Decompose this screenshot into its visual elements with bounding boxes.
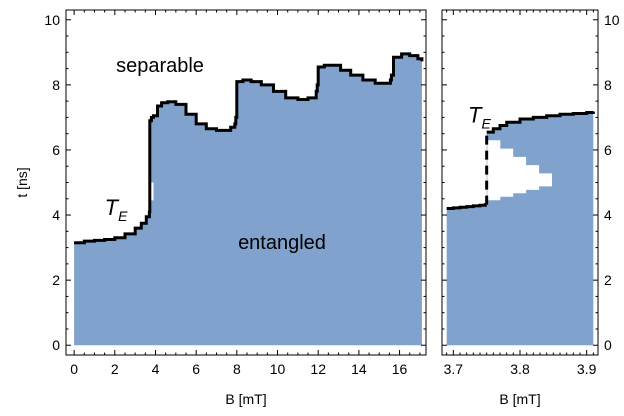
left-te-subscript: E xyxy=(118,208,128,224)
x-tick-label: 3.9 xyxy=(577,361,597,377)
right-te-subscript: E xyxy=(481,115,491,131)
x-tick-label: 16 xyxy=(392,361,408,377)
x-axis-label-left: B [mT] xyxy=(225,391,266,407)
y-axis-label: t [ns] xyxy=(14,167,30,197)
y-tick-label: 10 xyxy=(44,12,60,28)
entangled-region xyxy=(74,53,422,346)
panel-right: 3.7 3.8 3.9 0 2 4 6 8 10 B [mT] TE xyxy=(441,9,620,407)
entanglement-boundary xyxy=(74,52,424,245)
y-tick-label: 8 xyxy=(52,77,60,93)
x-tick-label: 2 xyxy=(111,361,119,377)
y-tick-label: 6 xyxy=(52,142,60,158)
x-tick-label: 12 xyxy=(310,361,326,377)
y-tick-label-right: 2 xyxy=(604,272,612,288)
y-tick-label: 0 xyxy=(52,337,60,353)
boundary-lower xyxy=(446,203,487,210)
y-tick-label-right: 0 xyxy=(604,337,612,353)
separable-label: separable xyxy=(116,55,204,77)
left-te-label: TE xyxy=(105,195,128,224)
y-tick-label-right: 10 xyxy=(604,12,620,28)
y-tick-label: 2 xyxy=(52,272,60,288)
y-tick-label-right: 4 xyxy=(604,207,612,223)
y-tick-label-right: 8 xyxy=(604,77,612,93)
x-tick-label: 14 xyxy=(351,361,367,377)
y-tick-label: 4 xyxy=(52,207,60,223)
separable-gap xyxy=(487,132,552,204)
x-tick-label: 3.7 xyxy=(444,361,464,377)
x-axis-label-right: B [mT] xyxy=(499,391,540,407)
x-tick-label: 6 xyxy=(192,361,200,377)
x-tick-label: 10 xyxy=(270,361,286,377)
x-tick-label: 8 xyxy=(233,361,241,377)
separable-notch xyxy=(149,182,154,201)
entangled-label: entangled xyxy=(238,232,326,254)
x-tick-label: 4 xyxy=(152,361,160,377)
y-tick-label-right: 6 xyxy=(604,142,612,158)
x-tick-label: 0 xyxy=(70,361,78,377)
entangled-region xyxy=(446,111,594,346)
right-te-label: TE xyxy=(468,102,491,131)
x-tick-label: 3.8 xyxy=(510,361,530,377)
boundary-upper xyxy=(486,111,595,134)
